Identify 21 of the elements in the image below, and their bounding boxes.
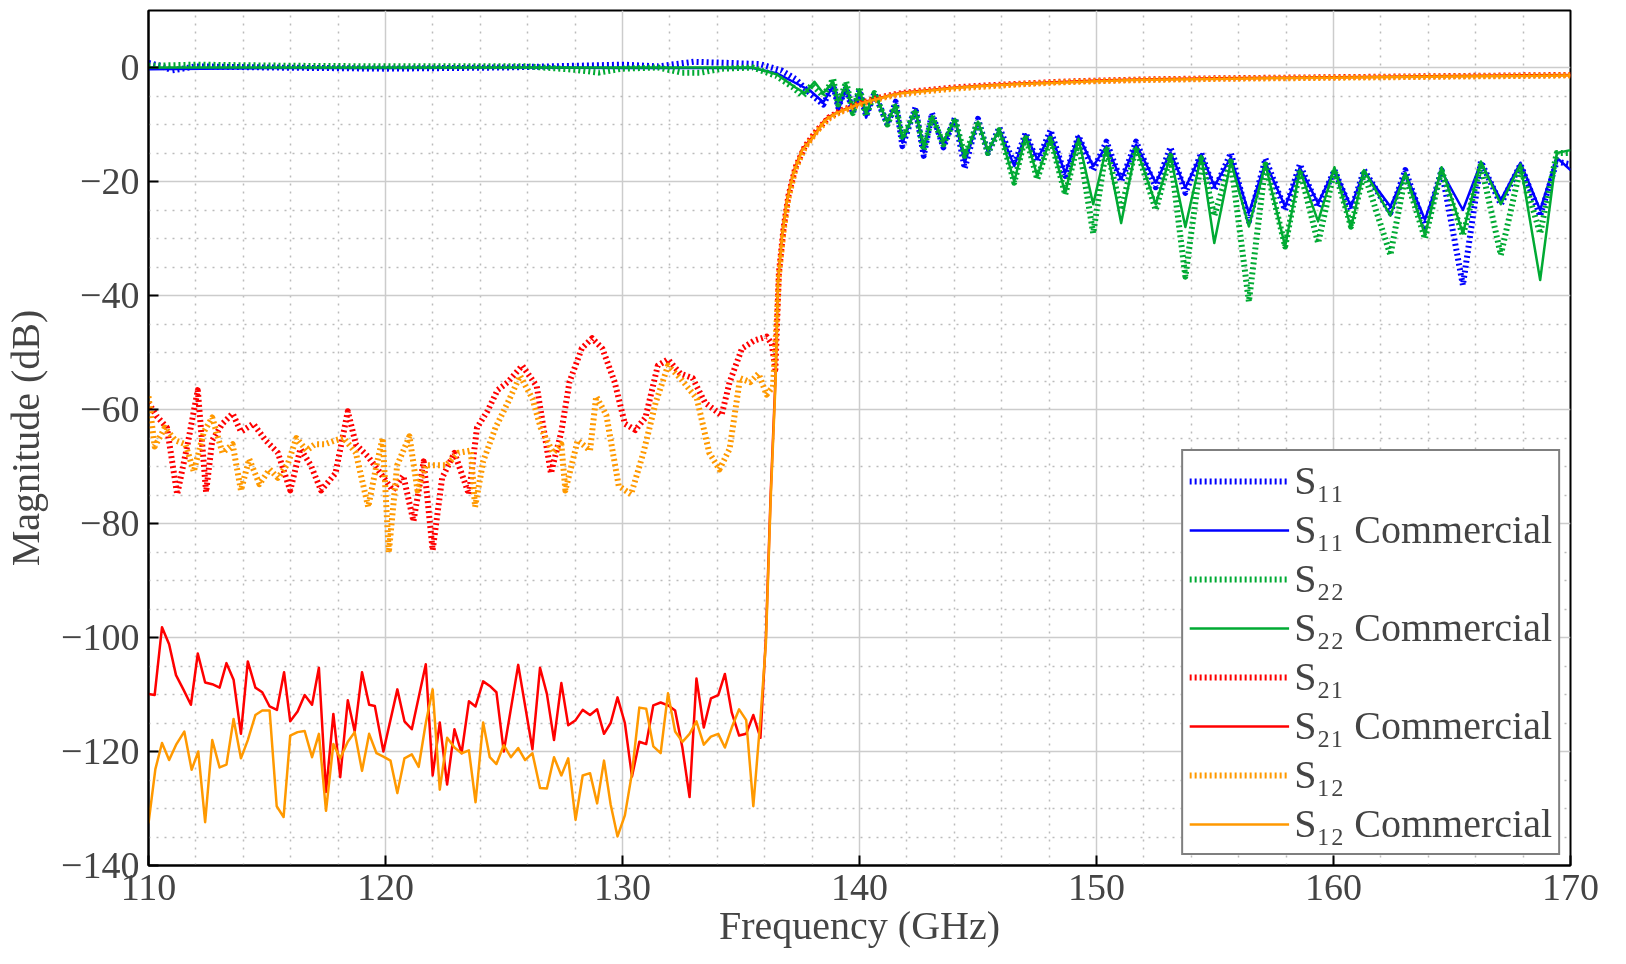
y-tick-label: −80 <box>80 502 140 544</box>
y-tick-label: −60 <box>80 388 140 430</box>
y-tick-label: −40 <box>80 274 140 316</box>
x-tick-label: 130 <box>594 865 651 908</box>
y-tick-label: −120 <box>61 730 140 772</box>
legend-label: S₁₁ Commercial <box>1294 506 1552 553</box>
x-tick-label: 120 <box>357 865 414 908</box>
legend-label: S₂₁ Commercial <box>1294 702 1552 749</box>
legend-label: S₂₂ Commercial <box>1294 604 1552 651</box>
y-tick-label: 0 <box>120 46 140 88</box>
legend-label: S₂₂ <box>1294 555 1345 602</box>
legend-label: S₁₂ Commercial <box>1294 800 1552 847</box>
y-axis-title: Magnitude (dB) <box>3 309 49 567</box>
x-tick-label: 150 <box>1068 865 1125 908</box>
x-tick-label: 170 <box>1542 865 1599 908</box>
x-tick-label: 160 <box>1305 865 1362 908</box>
y-tick-label: −100 <box>61 616 140 658</box>
legend-label: S₂₁ <box>1294 653 1345 700</box>
legend-label: S₁₁ <box>1294 457 1345 504</box>
y-tick-label: −20 <box>80 160 140 202</box>
legend-label: S₁₂ <box>1294 751 1345 798</box>
